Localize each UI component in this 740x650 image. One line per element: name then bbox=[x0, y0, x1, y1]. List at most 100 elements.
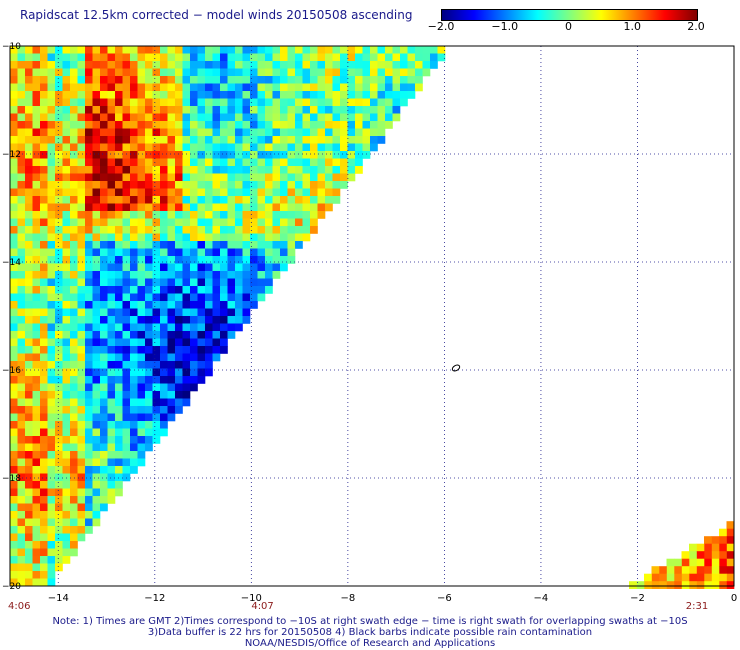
swath-cell bbox=[40, 368, 48, 377]
swath-cell bbox=[145, 226, 153, 234]
swath-cell bbox=[107, 473, 116, 482]
swath-cell bbox=[122, 256, 131, 264]
swath-cell bbox=[55, 173, 63, 182]
swath-cell bbox=[25, 143, 33, 152]
swath-cell bbox=[115, 331, 123, 339]
swath-cell bbox=[107, 218, 116, 227]
swath-cell bbox=[175, 406, 183, 414]
swath-cell bbox=[302, 46, 311, 54]
swath-cell bbox=[197, 181, 206, 189]
swath-cell bbox=[85, 218, 93, 227]
swath-cell bbox=[257, 106, 266, 114]
swath-cell bbox=[32, 323, 41, 332]
swath-cell bbox=[77, 98, 86, 107]
swath-cell bbox=[287, 233, 296, 242]
swath-cell bbox=[272, 256, 281, 264]
swath-cell bbox=[47, 181, 56, 189]
swath-cell bbox=[280, 106, 288, 114]
swath-cell bbox=[385, 83, 393, 92]
swath-cell bbox=[190, 293, 198, 302]
swath-cell bbox=[152, 98, 161, 107]
swath-cell bbox=[212, 203, 221, 212]
swath-cell bbox=[674, 566, 682, 574]
swath-cell bbox=[145, 166, 153, 174]
swath-cell bbox=[47, 128, 56, 137]
swath-cell bbox=[10, 563, 18, 572]
swath-cell bbox=[85, 76, 93, 84]
swath-cell bbox=[32, 541, 41, 549]
swath-cell bbox=[40, 226, 48, 234]
swath-cell bbox=[55, 263, 63, 272]
swath-cell bbox=[377, 128, 386, 137]
swath-cell bbox=[167, 218, 176, 227]
swath-cell bbox=[47, 511, 56, 519]
swath-cell bbox=[115, 308, 123, 317]
swath-cell bbox=[85, 136, 93, 144]
swath-cell bbox=[10, 481, 18, 489]
swath-cell bbox=[17, 496, 26, 504]
swath-cell bbox=[55, 511, 63, 519]
swath-cell bbox=[55, 496, 63, 504]
swath-cell bbox=[415, 68, 423, 77]
swath-cell bbox=[220, 188, 228, 197]
swath-cell bbox=[302, 83, 311, 92]
swath-cell bbox=[182, 331, 191, 339]
swath-cell bbox=[711, 581, 720, 589]
swath-cell bbox=[205, 61, 213, 69]
swath-cell bbox=[70, 53, 78, 62]
swath-cell bbox=[47, 286, 56, 294]
swath-cell bbox=[235, 181, 243, 189]
swath-cell bbox=[257, 98, 266, 107]
swath-cell bbox=[302, 181, 311, 189]
swath-cell bbox=[10, 353, 18, 362]
swath-cell bbox=[17, 166, 26, 174]
swath-cell bbox=[77, 458, 86, 467]
swath-cell bbox=[257, 233, 266, 242]
swath-cell bbox=[137, 293, 146, 302]
swath-cell bbox=[107, 211, 116, 219]
y-tick-label: −16 bbox=[2, 366, 21, 376]
swath-cell bbox=[115, 421, 123, 429]
swath-cell bbox=[317, 128, 326, 137]
swath-cell bbox=[77, 53, 86, 62]
swath-cell bbox=[235, 256, 243, 264]
swath-cell bbox=[25, 263, 33, 272]
swath-cell bbox=[107, 173, 116, 182]
swath-cell bbox=[122, 203, 131, 212]
swath-cell bbox=[152, 301, 161, 309]
swath-cell bbox=[362, 46, 371, 54]
swath-cell bbox=[32, 68, 41, 77]
swath-cell bbox=[392, 91, 401, 99]
swath-cell bbox=[55, 428, 63, 437]
swath-cell bbox=[280, 211, 288, 219]
swath-cell bbox=[130, 211, 138, 219]
swath-cell bbox=[182, 278, 191, 287]
swath-cell bbox=[122, 121, 131, 129]
swath-cell bbox=[370, 61, 378, 69]
swath-cell bbox=[265, 151, 273, 159]
swath-cell bbox=[40, 323, 48, 332]
swath-cell bbox=[265, 68, 273, 77]
swath-cell bbox=[160, 53, 168, 62]
swath-cell bbox=[17, 346, 26, 354]
swath-cell bbox=[212, 248, 221, 257]
swath-cell bbox=[250, 181, 258, 189]
swath-cell bbox=[122, 353, 131, 362]
swath-cell bbox=[92, 293, 101, 302]
swath-cell bbox=[130, 301, 138, 309]
swath-cell bbox=[347, 136, 356, 144]
swath-cell bbox=[47, 376, 56, 384]
swath-cell bbox=[55, 91, 63, 99]
swath-cell bbox=[152, 151, 161, 159]
swath-cell bbox=[430, 61, 438, 69]
swath-cell bbox=[85, 226, 93, 234]
swath-cell bbox=[160, 188, 168, 197]
swath-cell bbox=[25, 443, 33, 452]
swath-cell bbox=[175, 338, 183, 347]
swath-cell bbox=[122, 316, 131, 324]
swath-cell bbox=[392, 98, 401, 107]
swath-cell bbox=[160, 98, 168, 107]
swath-cell bbox=[10, 271, 18, 279]
swath-cell bbox=[137, 346, 146, 354]
swath-cell bbox=[40, 151, 48, 159]
